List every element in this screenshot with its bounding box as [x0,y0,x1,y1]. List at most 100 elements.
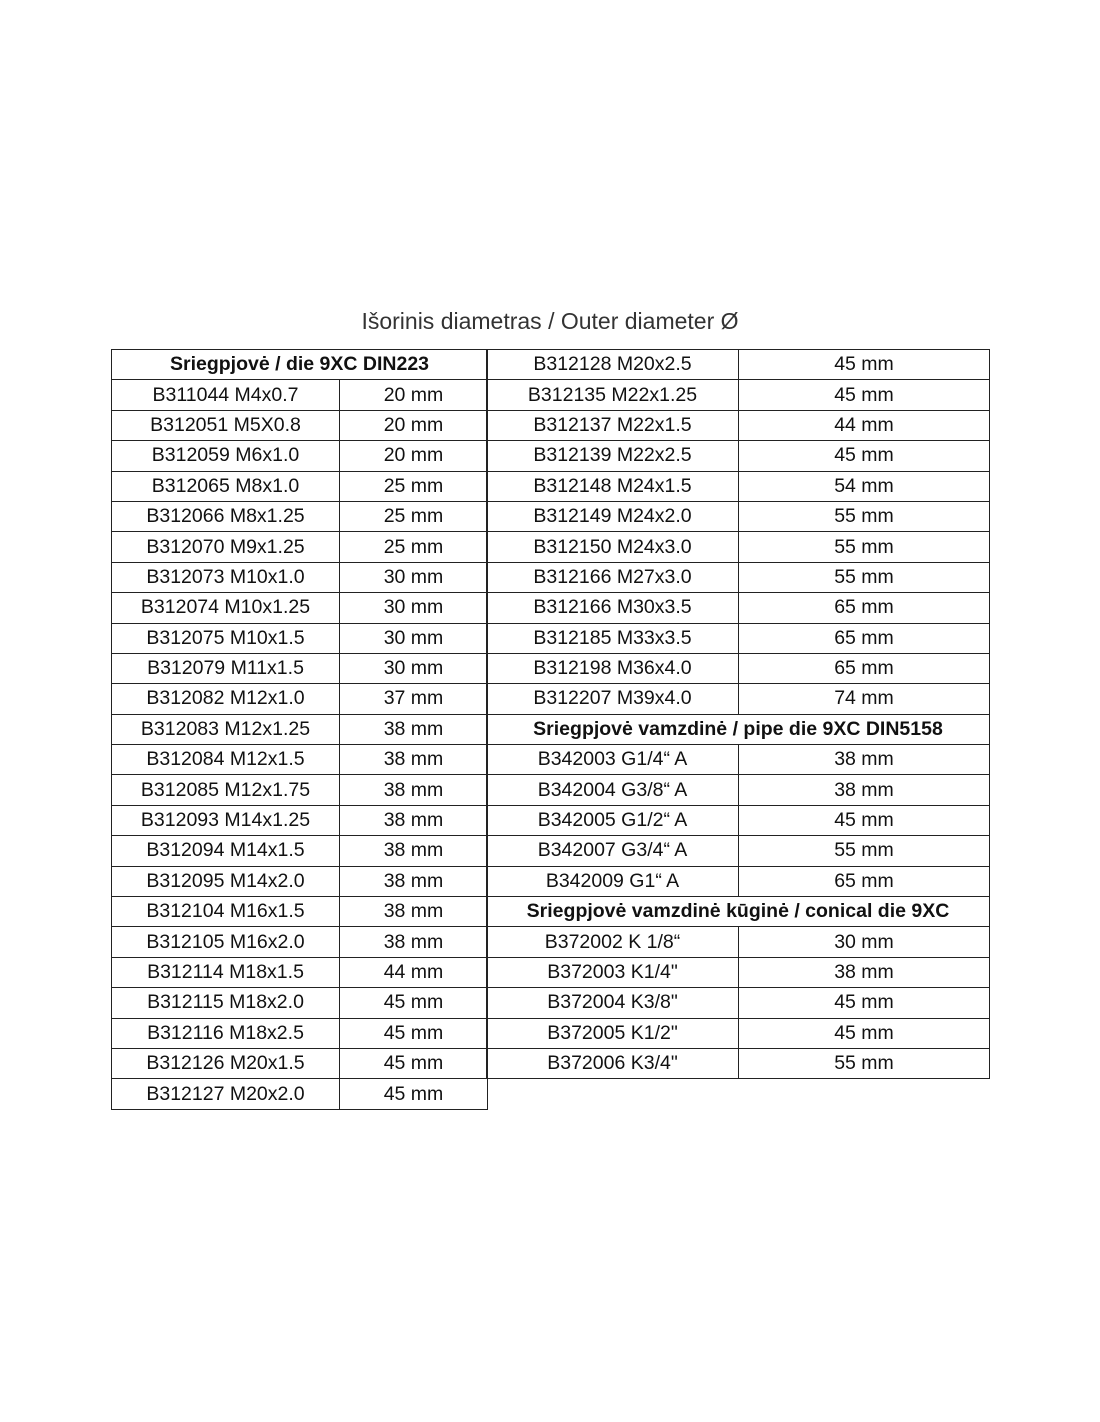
diameter-cell: 65 mm [738,652,990,685]
table-row: B312207 M39x4.0 74 mm [486,683,990,715]
product-code-cell: B311044 M4x0.7 [111,379,340,411]
diameter-cell: 30 mm [338,592,489,624]
diameter-cell: 37 mm [338,683,489,715]
diameter-cell: 38 mm [338,744,489,776]
table-row: B342007 G3/4“ A 55 mm [486,835,990,867]
diameter-cell: 74 mm [738,683,990,715]
product-code-cell: B312066 M8x1.25 [111,500,340,533]
table-row: B312116 M18x2.5 45 mm [111,1017,489,1049]
table-row: B312094 M14x1.5 38 mm [111,835,489,867]
table-row: B312075 M10x1.5 30 mm [111,622,489,654]
table-row: B312149 M24x2.0 55 mm [486,500,990,533]
product-code-cell: B312082 M12x1.0 [111,683,340,715]
product-code-cell: B312127 M20x2.0 [111,1078,340,1110]
diameter-cell: 45 mm [738,348,990,381]
product-code-cell: B312139 M22x2.5 [486,440,739,472]
table-row: B372002 K 1/8“ 30 mm [486,926,990,958]
product-code-cell: B312135 M22x1.25 [486,379,739,411]
diameter-cell: 55 mm [738,561,990,594]
table-row: B312070 M9x1.25 25 mm [111,531,489,563]
table-row: B342005 G1/2“ A 45 mm [486,804,990,837]
table-row: B312095 M14x2.0 38 mm [111,865,489,898]
table-row: B312148 M24x1.5 54 mm [486,470,990,502]
table-row: B312084 M12x1.5 38 mm [111,744,489,776]
table-row: B312083 M12x1.25 38 mm [111,713,489,746]
product-code-cell: B312084 M12x1.5 [111,744,340,776]
table-row: B372003 K1/4" 38 mm [486,956,990,989]
table-row: B342004 G3/8“ A 38 mm [486,774,990,806]
table-row: B312166 M30x3.5 65 mm [486,592,990,624]
diameter-cell: 30 mm [338,561,489,594]
table-row: B372005 K1/2" 45 mm [486,1017,990,1049]
diameter-cell: 20 mm [338,409,489,442]
product-code-cell: B312149 M24x2.0 [486,500,739,533]
section-header: Sriegpjovė vamzdinė kūginė / conical die… [486,896,990,928]
diameter-cell: 54 mm [738,470,990,502]
table-row: B312137 M22x1.5 44 mm [486,409,990,442]
diameter-cell: 25 mm [338,531,489,563]
product-code-cell: B372003 K1/4" [486,956,739,989]
product-code-cell: B312116 M18x2.5 [111,1017,340,1049]
section-header: Sriegpjovė vamzdinė / pipe die 9XC DIN51… [486,713,990,746]
product-code-cell: B342003 G1/4“ A [486,744,739,776]
product-code-cell: B312148 M24x1.5 [486,470,739,502]
diameter-cell: 45 mm [338,1017,489,1049]
left-diameter-table: Sriegpjovė / die 9XC DIN223 B311044 M4x0.… [110,348,489,1110]
diameter-cell: 45 mm [338,1078,489,1110]
diameter-cell: 38 mm [338,926,489,958]
product-code-cell: B312198 M36x4.0 [486,652,739,685]
diameter-cell: 45 mm [738,987,990,1019]
diameter-cell: 30 mm [738,926,990,958]
diameter-cell: 65 mm [738,865,990,898]
product-code-cell: B312074 M10x1.25 [111,592,340,624]
diameter-cell: 55 mm [738,1047,990,1080]
table-row: B312127 M20x2.0 45 mm [111,1078,489,1110]
table-row: B312126 M20x1.5 45 mm [111,1047,489,1080]
diameter-cell: 45 mm [338,987,489,1019]
product-code-cell: B312093 M14x1.25 [111,804,340,837]
diameter-cell: 45 mm [738,1017,990,1049]
product-code-cell: B312079 M11x1.5 [111,652,340,685]
diameter-cell: 30 mm [338,652,489,685]
right-diameter-table: B312128 M20x2.5 45 mm B312135 M22x1.25 45 m… [486,348,990,1080]
table-row: B312065 M8x1.0 25 mm [111,470,489,502]
table-row: B312105 M16x2.0 38 mm [111,926,489,958]
diameter-cell: 44 mm [338,956,489,989]
diameter-cell: 38 mm [738,774,990,806]
product-code-cell: B312166 M27x3.0 [486,561,739,594]
product-code-cell: B312114 M18x1.5 [111,956,340,989]
table-row: B312135 M22x1.25 45 mm [486,379,990,411]
diameter-cell: 65 mm [738,592,990,624]
diameter-cell: 38 mm [738,744,990,776]
product-code-cell: B342007 G3/4“ A [486,835,739,867]
table-row: B311044 M4x0.7 20 mm [111,379,489,411]
product-code-cell: B312083 M12x1.25 [111,713,340,746]
diameter-cell: 25 mm [338,470,489,502]
diameter-cell: 20 mm [338,440,489,472]
product-code-cell: B312059 M6x1.0 [111,440,340,472]
section-header-row: Sriegpjovė vamzdinė / pipe die 9XC DIN51… [486,713,990,746]
diameter-cell: 45 mm [738,379,990,411]
table-row: B312104 M16x1.5 38 mm [111,896,489,928]
table-row: B312114 M18x1.5 44 mm [111,956,489,989]
diameter-cell: 55 mm [738,835,990,867]
page-title: Išorinis diametras / Outer diameter Ø [361,308,739,334]
diameter-cell: 38 mm [338,804,489,837]
product-code-cell: B312073 M10x1.0 [111,561,340,594]
section-header-row: Sriegpjovė / die 9XC DIN223 [110,348,489,381]
table-row: B312166 M27x3.0 55 mm [486,561,990,594]
product-code-cell: B372005 K1/2" [486,1017,739,1049]
diameter-cell: 30 mm [338,622,489,654]
table-row: B312085 M12x1.75 38 mm [111,774,489,806]
product-code-cell: B312126 M20x1.5 [111,1047,340,1080]
product-code-cell: B342005 G1/2“ A [486,804,739,837]
diameter-cell: 25 mm [338,500,489,533]
table-row: B312128 M20x2.5 45 mm [486,348,990,381]
product-code-cell: B312150 M24x3.0 [486,531,739,563]
product-code-cell: B312104 M16x1.5 [111,896,340,928]
product-code-cell: B312207 M39x4.0 [486,683,739,715]
product-code-cell: B312185 M33x3.5 [486,622,739,654]
table-row: B342003 G1/4“ A 38 mm [486,744,990,776]
diameter-cell: 44 mm [738,409,990,442]
product-code-cell: B372006 K3/4" [486,1047,739,1080]
